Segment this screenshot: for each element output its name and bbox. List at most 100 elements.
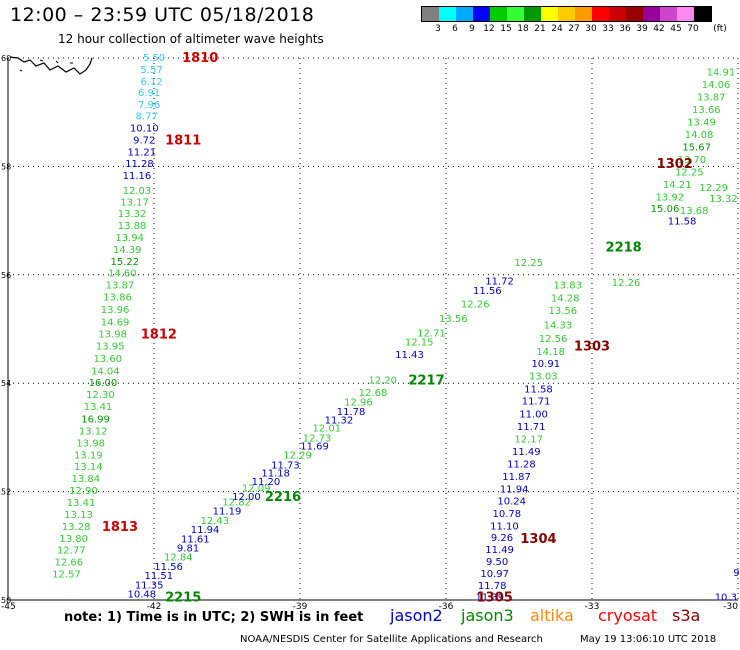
latitude-label: 60 <box>1 54 11 63</box>
wave-height-value: 9.81 <box>177 544 199 555</box>
wave-height-value: 13.94 <box>115 233 144 244</box>
legend-label: 27 <box>568 24 580 34</box>
wave-height-value: 14.21 <box>663 180 692 191</box>
legend-swatch <box>660 7 677 21</box>
wave-height-value: 11.87 <box>502 472 531 483</box>
wave-height-value: 14.18 <box>536 347 565 358</box>
wave-height-value: 11.51 <box>145 571 174 582</box>
wave-height-value: 13.13 <box>64 510 93 521</box>
legend-label: 33 <box>602 24 614 34</box>
wave-height-value: 11.73 <box>271 461 300 472</box>
longitude-label: -39 <box>293 602 308 612</box>
coastline-islands <box>19 59 73 72</box>
wave-height-value: 11.94 <box>191 525 220 536</box>
wave-height-value: 11.49 <box>485 545 514 556</box>
wave-height-value: 11.35 <box>135 580 164 591</box>
legend-label: 21 <box>534 24 546 34</box>
legend-label: 24 <box>551 24 563 34</box>
longitude-label: -45 <box>1 602 16 612</box>
wave-height-value: 15.67 <box>682 142 711 153</box>
wave-height-value: 11.43 <box>395 350 424 361</box>
longitude-label: -30 <box>723 602 738 612</box>
wave-height-value: 14.08 <box>685 130 714 141</box>
wave-height-value: 12.90 <box>69 486 98 497</box>
wave-height-value: 11.69 <box>300 442 329 453</box>
wave-height-value: 13.66 <box>692 105 721 116</box>
legend-swatch <box>422 7 439 21</box>
wave-height-value: 13.28 <box>62 522 91 533</box>
footnote: note: 1) Time is in UTC; 2) SWH is in fe… <box>64 610 364 625</box>
legend-swatch <box>694 7 711 21</box>
wave-height-value: 11.72 <box>485 276 514 287</box>
wave-height-value: 16.99 <box>81 415 110 426</box>
wave-height-value: 11.58 <box>668 217 697 228</box>
wave-height-value: 12.73 <box>303 433 332 444</box>
longitude-label: -42 <box>147 602 162 612</box>
wave-height-value: 11.32 <box>325 416 354 427</box>
wave-height-value: 11.49 <box>512 447 541 458</box>
wave-height-value: 5.57 <box>140 65 162 76</box>
wave-height-value: 11.18 <box>261 469 290 480</box>
wave-height-value: 12.68 <box>359 388 388 399</box>
wave-height-value: 16.00 <box>89 378 118 389</box>
wave-height-value: 10.24 <box>497 496 526 507</box>
wave-height-value: 13.95 <box>96 341 125 352</box>
longitude-label: -33 <box>585 602 600 612</box>
legend-label: 9 <box>469 24 475 34</box>
wave-height-value: 12.29 <box>699 183 728 194</box>
wave-height-value: 12.17 <box>514 435 543 446</box>
wave-height-value: 11.28 <box>507 460 536 471</box>
wave-height-value: 13.86 <box>103 293 132 304</box>
legend-label: 18 <box>517 24 529 34</box>
wave-height-value: 13.87 <box>106 281 135 292</box>
legend-swatch <box>456 7 473 21</box>
wave-height-value: 11.58 <box>524 385 553 396</box>
wave-height-value: 12.71 <box>417 328 446 339</box>
wave-height-value: 11.10 <box>490 521 519 532</box>
wave-height-value: 12.09 <box>242 483 271 494</box>
legend-jason3: jason3 <box>461 606 514 625</box>
legend-swatch <box>473 7 490 21</box>
legend-swatch <box>439 7 456 21</box>
legend-label: 36 <box>619 24 631 34</box>
map-grid <box>7 57 739 601</box>
wave-height-value: 11.78 <box>478 581 507 592</box>
wave-height-value: 11.21 <box>128 147 157 158</box>
pass-time-label: 2216 <box>265 490 301 505</box>
wave-height-value: 14.04 <box>91 366 120 377</box>
wave-height-value: 11.20 <box>252 477 281 488</box>
wave-height-value: 15.22 <box>110 257 139 268</box>
wave-height-value: 13.41 <box>84 402 113 413</box>
wave-height-value: 13.56 <box>548 306 577 317</box>
wave-height-value: 12.43 <box>201 516 230 527</box>
wave-height-value: 12.57 <box>52 570 81 581</box>
wave-height-value: 12.29 <box>283 450 312 461</box>
wave-height-value: 10.97 <box>480 569 509 580</box>
color-legend: 3 6 9 12 15 18 21 24 27 30 33 36 39 42 45 70 (ft) <box>421 6 727 34</box>
wave-height-value: 11.56 <box>154 562 183 573</box>
legend-label: 39 <box>636 24 648 34</box>
wave-height-value: 14.06 <box>702 80 731 91</box>
wave-height-value: 12.26 <box>612 278 641 289</box>
wave-height-value: 12.66 <box>55 558 84 569</box>
wave-height-value: 13.03 <box>529 372 558 383</box>
wave-height-value: 14.60 <box>108 269 137 280</box>
wave-height-value: 12.82 <box>222 497 251 508</box>
pass-time-label: 2218 <box>606 241 642 256</box>
credit-text: NOAA/NESDIS Center for Satellite Applica… <box>240 634 543 645</box>
wave-height-value: 7.96 <box>138 100 160 111</box>
legend-altika: altika <box>530 606 574 625</box>
wave-height-value: 10.48 <box>128 590 157 601</box>
wave-height-value: 13.80 <box>59 534 88 545</box>
pass-time-label: 1810 <box>182 51 218 66</box>
wave-height-value: 11.00 <box>519 410 548 421</box>
wave-height-value: 11.19 <box>213 507 242 518</box>
pass-time-label: 1302 <box>657 157 693 172</box>
wave-height-value: 12.30 <box>86 390 115 401</box>
wave-height-value: 10.78 <box>493 509 522 520</box>
wave-height-value: 11.39 <box>475 592 504 603</box>
wave-height-value: 13.32 <box>118 209 147 220</box>
wave-height-value: 13.19 <box>74 450 103 461</box>
latitude-label: 56 <box>1 271 11 280</box>
